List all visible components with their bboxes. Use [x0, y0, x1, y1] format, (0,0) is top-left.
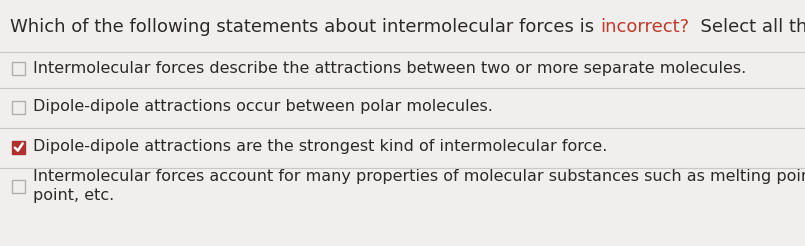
Text: incorrect?: incorrect? — [600, 18, 689, 36]
Text: Which of the following statements about intermolecular forces is: Which of the following statements about … — [10, 18, 600, 36]
FancyBboxPatch shape — [12, 62, 25, 75]
Text: Intermolecular forces account for many properties of molecular substances such a: Intermolecular forces account for many p… — [33, 169, 805, 203]
FancyBboxPatch shape — [12, 180, 25, 193]
FancyBboxPatch shape — [12, 101, 25, 113]
FancyBboxPatch shape — [12, 140, 25, 154]
Text: Select all that apply.: Select all that apply. — [689, 18, 805, 36]
Text: Dipole-dipole attractions are the strongest kind of intermolecular force.: Dipole-dipole attractions are the strong… — [33, 139, 608, 154]
Text: Dipole-dipole attractions occur between polar molecules.: Dipole-dipole attractions occur between … — [33, 99, 493, 114]
Text: Intermolecular forces describe the attractions between two or more separate mole: Intermolecular forces describe the attra… — [33, 61, 746, 76]
